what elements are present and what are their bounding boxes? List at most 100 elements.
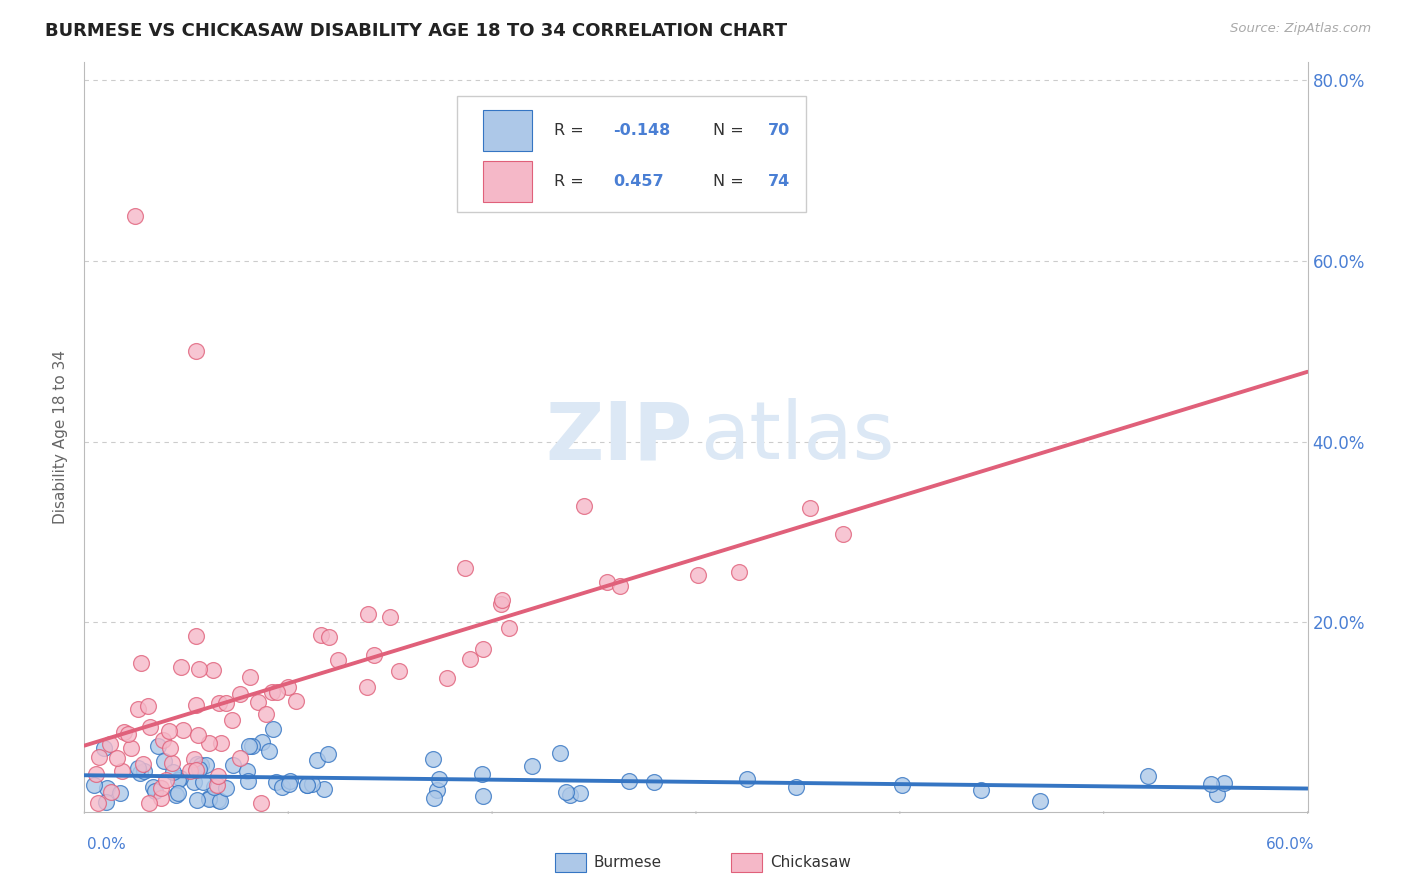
Point [155, 772, 177, 787]
Point [609, 579, 631, 593]
Point [568, 786, 591, 800]
Point [891, 778, 914, 792]
Text: Source: ZipAtlas.com: Source: ZipAtlas.com [1230, 22, 1371, 36]
Point [186, 792, 208, 806]
Point [558, 788, 581, 802]
Point [201, 663, 224, 677]
Point [363, 648, 385, 663]
Point [87, 796, 110, 810]
Text: 0.457: 0.457 [613, 174, 664, 189]
Point [301, 777, 323, 791]
Point [295, 778, 318, 792]
Point [187, 662, 209, 676]
Point [143, 784, 166, 798]
Point [215, 780, 238, 795]
Point [1212, 775, 1234, 789]
Point [239, 670, 262, 684]
Point [198, 736, 221, 750]
Text: 0.0%: 0.0% [87, 837, 127, 852]
Text: BURMESE VS CHICKASAW DISABILITY AGE 18 TO 34 CORRELATION CHART: BURMESE VS CHICKASAW DISABILITY AGE 18 T… [45, 22, 787, 40]
Point [799, 501, 821, 516]
Point [252, 735, 274, 749]
Point [162, 756, 184, 770]
Point [142, 780, 165, 794]
Text: 70: 70 [768, 123, 790, 138]
Point [83, 778, 105, 792]
Point [266, 685, 288, 699]
Point [195, 757, 218, 772]
Point [149, 790, 172, 805]
Text: N =: N = [713, 174, 749, 189]
Point [596, 574, 619, 589]
Point [356, 680, 378, 694]
Point [785, 780, 807, 795]
Point [260, 685, 283, 699]
Point [737, 772, 759, 786]
Point [969, 783, 991, 797]
Point [132, 757, 155, 772]
Point [152, 733, 174, 747]
Point [357, 607, 380, 621]
Point [207, 793, 229, 807]
Point [326, 653, 349, 667]
Point [172, 723, 194, 737]
Point [207, 769, 229, 783]
Point [167, 773, 190, 788]
Point [277, 680, 299, 694]
Point [238, 739, 260, 753]
Point [426, 782, 449, 797]
Point [205, 779, 228, 793]
Point [209, 794, 232, 808]
Point [1206, 788, 1229, 802]
Point [94, 795, 117, 809]
Point [247, 694, 270, 708]
Point [471, 767, 494, 781]
Point [150, 780, 173, 795]
Point [305, 753, 328, 767]
Point [138, 796, 160, 810]
Point [179, 764, 201, 778]
Point [436, 671, 458, 685]
Point [132, 764, 155, 778]
Point [208, 696, 231, 710]
Point [117, 727, 139, 741]
Point [1136, 769, 1159, 783]
Point [162, 764, 184, 779]
Point [262, 722, 284, 736]
Text: ZIP: ZIP [546, 398, 692, 476]
Point [229, 687, 252, 701]
Point [110, 787, 132, 801]
Point [458, 652, 481, 666]
Point [169, 771, 191, 785]
Point [643, 774, 665, 789]
Point [422, 791, 444, 805]
Point [86, 766, 108, 780]
Point [186, 756, 208, 771]
Point [378, 609, 401, 624]
Point [129, 656, 152, 670]
Point [309, 627, 332, 641]
Point [184, 698, 207, 712]
Point [1199, 777, 1222, 791]
Point [221, 713, 243, 727]
Point [498, 621, 520, 635]
Point [229, 751, 252, 765]
Point [166, 786, 188, 800]
Text: Chickasaw: Chickasaw [770, 855, 852, 870]
Point [120, 740, 142, 755]
Point [250, 796, 273, 810]
Point [489, 597, 512, 611]
Point [454, 561, 477, 575]
Point [554, 785, 576, 799]
Point [422, 752, 444, 766]
Text: 74: 74 [768, 174, 790, 189]
Point [186, 344, 208, 359]
Point [187, 762, 209, 776]
Point [98, 737, 121, 751]
Point [387, 665, 409, 679]
Point [138, 720, 160, 734]
Point [184, 629, 207, 643]
Point [127, 761, 149, 775]
Point [96, 781, 118, 796]
Point [124, 209, 146, 223]
